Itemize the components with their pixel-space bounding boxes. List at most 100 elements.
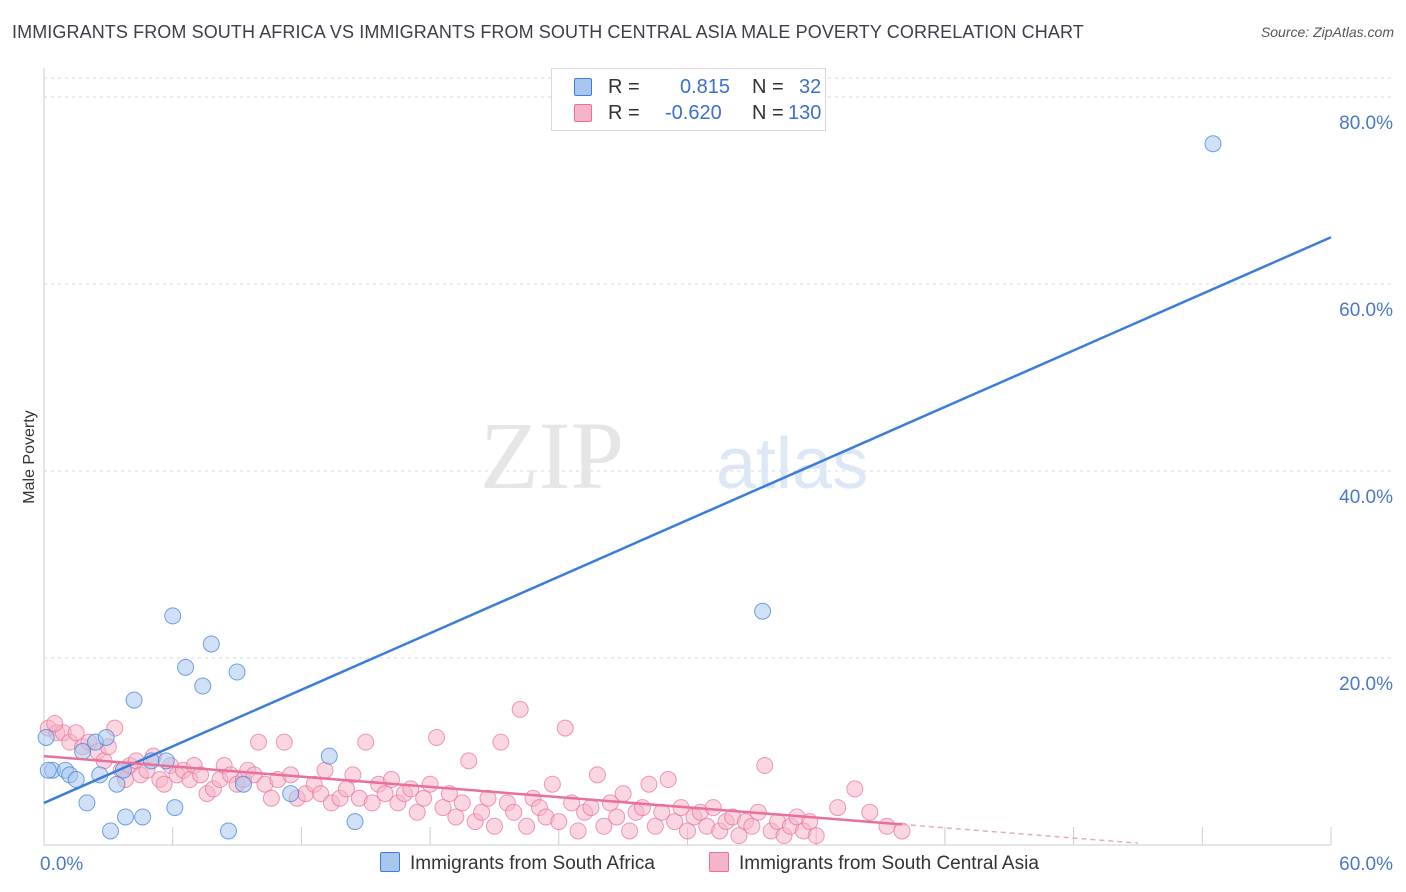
point-south-central-asia (893, 822, 911, 840)
point-south-central-asia (646, 817, 664, 835)
point-south-central-asia (704, 799, 722, 817)
point-south-africa (1204, 135, 1222, 153)
point-south-africa (101, 822, 119, 840)
point-south-central-asia (730, 827, 748, 845)
point-south-central-asia (408, 803, 426, 821)
legend-r-value: 0.815 (680, 76, 731, 98)
y-tick-label: 40.0% (1339, 487, 1393, 508)
point-south-central-asia (543, 775, 561, 793)
point-south-africa (78, 794, 96, 812)
point-south-africa (320, 747, 338, 765)
point-south-central-asia (447, 808, 465, 826)
point-south-central-asia (614, 785, 632, 803)
point-south-africa (228, 663, 246, 681)
point-south-central-asia (511, 700, 529, 718)
point-south-central-asia (582, 799, 600, 817)
point-south-central-asia (376, 785, 394, 803)
point-south-central-asia (415, 789, 433, 807)
point-south-central-asia (608, 808, 626, 826)
tick-labels: 20.0% 40.0% 60.0% 80.0% 0.0% 60.0% (40, 113, 1393, 875)
trend-line-south-africa (43, 236, 1332, 805)
point-south-central-asia (275, 733, 293, 751)
chart-title: IMMIGRANTS FROM SOUTH AFRICA VS IMMIGRAN… (12, 22, 1084, 42)
point-south-central-asia (807, 827, 825, 845)
point-south-central-asia (245, 766, 263, 784)
point-south-africa (166, 799, 184, 817)
point-south-africa (177, 658, 195, 676)
point-south-africa (194, 677, 212, 695)
point-south-central-asia (262, 789, 280, 807)
watermark-atlas: atlas (716, 424, 868, 504)
legend-n-value: 130 (788, 102, 822, 124)
point-south-central-asia (428, 728, 446, 746)
point-south-central-asia (492, 733, 510, 751)
point-south-central-asia (421, 775, 439, 793)
point-south-central-asia (344, 766, 362, 784)
point-south-africa (117, 808, 135, 826)
axes (43, 68, 1332, 846)
point-south-africa (37, 728, 55, 746)
trend-line-south-central-asia (43, 754, 903, 826)
point-south-central-asia (434, 799, 452, 817)
y-tick-label: 80.0% (1339, 113, 1393, 134)
point-south-central-asia (595, 817, 613, 835)
legend-swatch-south-central-asia (709, 852, 729, 872)
correlation-legend: R = 0.815 N = 32 R = -0.620 N = 130 (551, 68, 826, 131)
point-south-central-asia (363, 794, 381, 812)
trend-lines (43, 236, 1332, 844)
point-south-africa (108, 775, 126, 793)
point-south-central-asia (460, 752, 478, 770)
point-south-central-asia (588, 766, 606, 784)
point-south-central-asia (666, 813, 684, 831)
source-label: Source: ZipAtlas.com (1260, 24, 1394, 40)
legend-swatch-south-africa (574, 78, 592, 96)
point-south-central-asia (846, 780, 864, 798)
point-south-central-asia (556, 719, 574, 737)
point-south-africa (97, 728, 115, 746)
point-south-central-asia (46, 714, 64, 732)
point-south-central-asia (453, 794, 471, 812)
point-south-central-asia (518, 817, 536, 835)
legend-n-label: N = (752, 102, 784, 124)
point-south-central-asia (743, 817, 761, 835)
point-south-africa (125, 691, 143, 709)
point-south-africa (346, 813, 364, 831)
point-south-africa (234, 775, 252, 793)
grid-lines (44, 77, 1392, 659)
point-south-central-asia (861, 803, 879, 821)
point-south-central-asia (659, 771, 677, 789)
legend-n-label: N = (752, 76, 784, 98)
legend-n-value: 32 (799, 76, 822, 98)
y-tick-label: 20.0% (1339, 674, 1393, 695)
y-axis-label: Male Poverty (21, 410, 38, 503)
point-south-africa (282, 785, 300, 803)
point-south-africa (754, 602, 772, 620)
point-south-central-asia (473, 803, 491, 821)
point-south-central-asia (679, 822, 696, 840)
legend-r-label: R = (608, 102, 640, 124)
legend-r-label: R = (608, 76, 640, 98)
point-south-central-asia (621, 822, 639, 840)
legend-label-south-central-asia: Immigrants from South Central Asia (739, 853, 1039, 874)
point-south-africa (134, 808, 152, 826)
point-south-central-asia (312, 785, 330, 803)
legend-label-south-africa: Immigrants from South Africa (410, 853, 655, 874)
point-south-central-asia (756, 757, 774, 775)
point-south-central-asia (192, 766, 210, 784)
y-tick-label: 60.0% (1339, 300, 1393, 321)
point-south-central-asia (250, 733, 267, 751)
point-south-africa (39, 761, 57, 779)
watermark-zip: ZIP (480, 402, 624, 509)
point-south-africa (219, 822, 237, 840)
point-south-central-asia (505, 803, 523, 821)
trend-line-extension (901, 823, 1139, 844)
point-south-africa (202, 635, 220, 653)
legend-item-south-africa: Immigrants from South Africa (380, 852, 655, 875)
point-south-central-asia (316, 761, 334, 779)
point-south-central-asia (569, 822, 587, 840)
point-south-central-asia (633, 799, 651, 817)
point-south-central-asia (67, 724, 85, 742)
point-south-central-asia (550, 813, 568, 831)
point-south-central-asia (829, 799, 847, 817)
